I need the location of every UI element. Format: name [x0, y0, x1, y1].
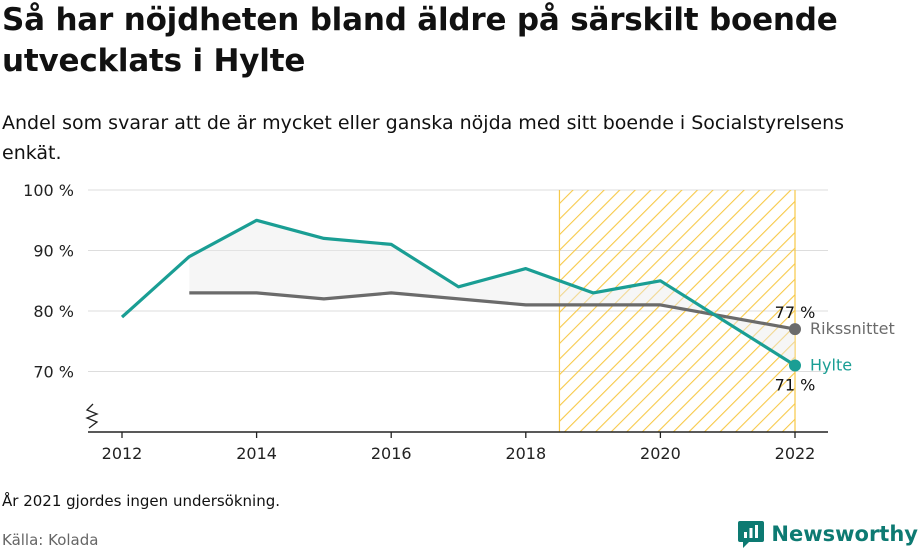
hatch-fill	[559, 190, 795, 432]
y-tick-label: 80 %	[33, 302, 74, 321]
brand-logo: Newsworthy	[737, 519, 918, 549]
chart-subtitle: Andel som svarar att de är mycket eller …	[2, 112, 845, 164]
x-tick-label: 2018	[505, 444, 546, 463]
x-tick-label: 2016	[371, 444, 412, 463]
chart-title: Så har nöjdheten bland äldre på särskilt…	[2, 2, 838, 79]
x-tick-label: 2014	[236, 444, 277, 463]
x-tick-label: 2022	[775, 444, 816, 463]
series-line-riks	[189, 291, 796, 331]
series-line-hylte	[120, 218, 796, 367]
difference-area	[189, 220, 796, 366]
highlight-region	[558, 190, 796, 432]
series-lines	[120, 218, 801, 372]
value-label-riks: 77 %	[775, 303, 816, 322]
series-name-hylte: Hylte	[810, 355, 852, 374]
y-tick-label: 90 %	[33, 242, 74, 261]
end-point-riks	[789, 323, 801, 336]
source-text: Källa: Kolada	[2, 531, 99, 549]
y-tick-label: 100 %	[23, 181, 74, 200]
x-tick-label: 2020	[640, 444, 681, 463]
value-label-hylte: 71 %	[775, 375, 816, 394]
brand-name: Newsworthy	[771, 522, 918, 546]
end-point-hylte	[789, 359, 801, 372]
y-tick-label: 70 %	[33, 363, 74, 382]
axis-break-icon	[85, 403, 99, 429]
difference-fill	[189, 220, 796, 366]
footnote: År 2021 gjordes ingen undersökning.	[2, 492, 281, 510]
series-name-riks: Rikssnittet	[810, 319, 895, 338]
x-tick-label: 2012	[102, 444, 143, 463]
axes: 70 % 80 % 90 % 100 % 2012 2014 2016 2018 2020 202…	[23, 181, 828, 463]
newsworthy-logo-icon	[738, 521, 765, 548]
